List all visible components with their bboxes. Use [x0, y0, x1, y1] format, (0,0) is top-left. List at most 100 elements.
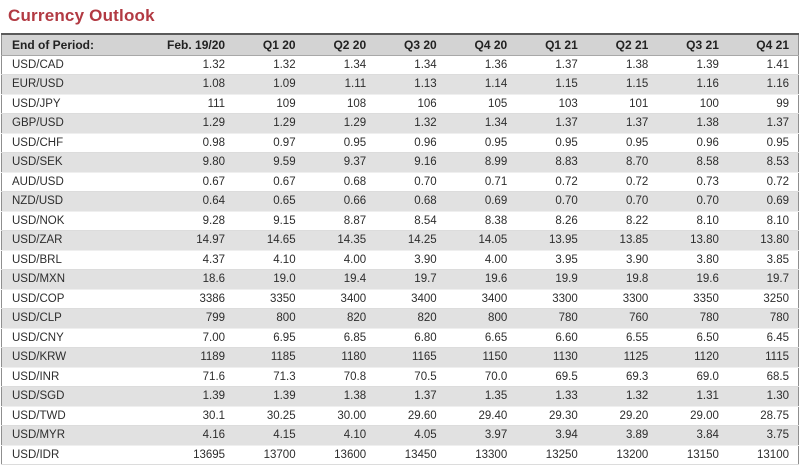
value-cell: 3300 [586, 289, 658, 309]
table-row: USD/COP 3386 3350 3400 3400 3400 3300 3300 3350 3… [1, 289, 799, 309]
value-cell: 13200 [586, 445, 658, 465]
value-cell: 9.28 [163, 211, 235, 231]
value-cell: 8.58 [657, 152, 728, 173]
value-cell: 14.35 [304, 230, 376, 251]
value-cell: 70.8 [304, 367, 376, 387]
value-cell: 4.00 [304, 250, 376, 270]
value-cell: 14.05 [445, 230, 517, 251]
value-cell: 0.95 [445, 133, 517, 153]
value-cell: 9.37 [304, 152, 376, 173]
value-cell: 13.80 [657, 230, 728, 251]
currency-pair-cell: USD/SGD [1, 386, 164, 407]
value-cell: 101 [586, 94, 658, 114]
value-cell: 6.80 [375, 328, 446, 348]
value-cell: 3.80 [657, 250, 728, 270]
column-header: Q1 20 [234, 34, 305, 56]
value-cell: 6.60 [516, 328, 587, 348]
value-cell: 19.9 [516, 269, 587, 290]
value-cell: 18.6 [163, 269, 235, 290]
value-cell: 1.37 [375, 386, 446, 407]
table-row: USD/JPY 111 109 108 106 105 103 101 100 99 [1, 94, 799, 114]
value-cell: 8.87 [304, 211, 376, 231]
value-cell: 13.85 [586, 230, 658, 251]
value-cell: 68.5 [727, 367, 799, 387]
value-cell: 6.85 [304, 328, 376, 348]
value-cell: 0.70 [586, 191, 658, 212]
value-cell: 0.71 [445, 172, 517, 192]
value-cell: 30.25 [234, 406, 305, 426]
currency-outlook-page: { "title": "Currency Outlook", "colors":… [0, 6, 800, 472]
value-cell: 1115 [727, 347, 799, 368]
value-cell: 1.29 [163, 113, 235, 134]
value-cell: 13300 [445, 445, 517, 465]
currency-outlook-table: End of Period: Feb. 19/20 Q1 20 Q2 20 Q3 20 Q… [1, 33, 799, 465]
value-cell: 1.11 [304, 74, 376, 95]
value-cell: 3400 [375, 289, 446, 309]
value-cell: 3350 [657, 289, 728, 309]
value-cell: 800 [234, 308, 305, 329]
value-cell: 1.34 [445, 113, 517, 134]
value-cell: 19.8 [586, 269, 658, 290]
value-cell: 9.59 [234, 152, 305, 173]
value-cell: 780 [727, 308, 799, 329]
value-cell: 0.66 [304, 191, 376, 212]
value-cell: 799 [163, 308, 235, 329]
value-cell: 1130 [516, 347, 587, 368]
table-row: USD/SGD 1.39 1.39 1.38 1.37 1.35 1.33 1.32 1.31 1… [1, 386, 799, 407]
currency-pair-cell: USD/BRL [1, 250, 164, 270]
value-cell: 0.73 [657, 172, 728, 192]
value-cell: 71.6 [163, 367, 235, 387]
value-cell: 1.32 [375, 113, 446, 134]
value-cell: 0.64 [163, 191, 235, 212]
table-row: USD/CHF 0.98 0.97 0.95 0.96 0.95 0.95 0.95 0.96 0… [1, 133, 799, 153]
table-row: GBP/USD 1.29 1.29 1.29 1.32 1.34 1.37 1.37 1.38 1… [1, 113, 799, 134]
value-cell: 1150 [445, 347, 517, 368]
currency-pair-cell: GBP/USD [1, 113, 164, 134]
value-cell: 3.85 [727, 250, 799, 270]
value-cell: 3.90 [375, 250, 446, 270]
value-cell: 1.30 [727, 386, 799, 407]
value-cell: 4.00 [445, 250, 517, 270]
value-cell: 8.10 [657, 211, 728, 231]
currency-pair-cell: USD/SEK [1, 152, 164, 173]
value-cell: 28.75 [727, 406, 799, 426]
value-cell: 3.75 [727, 425, 799, 446]
value-cell: 13250 [516, 445, 587, 465]
currency-pair-cell: USD/TWD [1, 406, 164, 426]
value-cell: 29.40 [445, 406, 517, 426]
currency-pair-cell: USD/KRW [1, 347, 164, 368]
value-cell: 1.39 [163, 386, 235, 407]
value-cell: 8.53 [727, 152, 799, 173]
value-cell: 1.16 [727, 74, 799, 95]
table-header: End of Period: Feb. 19/20 Q1 20 Q2 20 Q3 20 Q… [1, 34, 799, 56]
table-row: USD/MXN 18.6 19.0 19.4 19.7 19.6 19.9 19.8 19.6 1… [1, 269, 799, 290]
value-cell: 14.25 [375, 230, 446, 251]
value-cell: 13700 [234, 445, 305, 465]
value-cell: 19.7 [727, 269, 799, 290]
value-cell: 0.67 [163, 172, 235, 192]
currency-pair-cell: USD/MYR [1, 425, 164, 446]
value-cell: 71.3 [234, 367, 305, 387]
value-cell: 6.50 [657, 328, 728, 348]
value-cell: 3.94 [516, 425, 587, 446]
table-row: USD/NOK 9.28 9.15 8.87 8.54 8.38 8.26 8.22 8.10 8… [1, 211, 799, 231]
value-cell: 1.36 [445, 55, 517, 75]
value-cell: 0.68 [304, 172, 376, 192]
value-cell: 103 [516, 94, 587, 114]
column-header: Q4 21 [727, 34, 799, 56]
value-cell: 100 [657, 94, 728, 114]
value-cell: 8.38 [445, 211, 517, 231]
value-cell: 0.95 [516, 133, 587, 153]
table-row: USD/TWD 30.1 30.25 30.00 29.60 29.40 29.30 29.2… [1, 406, 799, 426]
value-cell: 3400 [445, 289, 517, 309]
value-cell: 8.83 [516, 152, 587, 173]
currency-pair-cell: USD/CNY [1, 328, 164, 348]
table-body: USD/CAD 1.32 1.32 1.34 1.34 1.36 1.37 1.38 1.39 1… [1, 55, 799, 465]
value-cell: 1.39 [657, 55, 728, 75]
value-cell: 1.38 [657, 113, 728, 134]
value-cell: 3.95 [516, 250, 587, 270]
value-cell: 1.41 [727, 55, 799, 75]
value-cell: 1.16 [657, 74, 728, 95]
page-title: Currency Outlook [8, 6, 155, 25]
value-cell: 1.15 [516, 74, 587, 95]
